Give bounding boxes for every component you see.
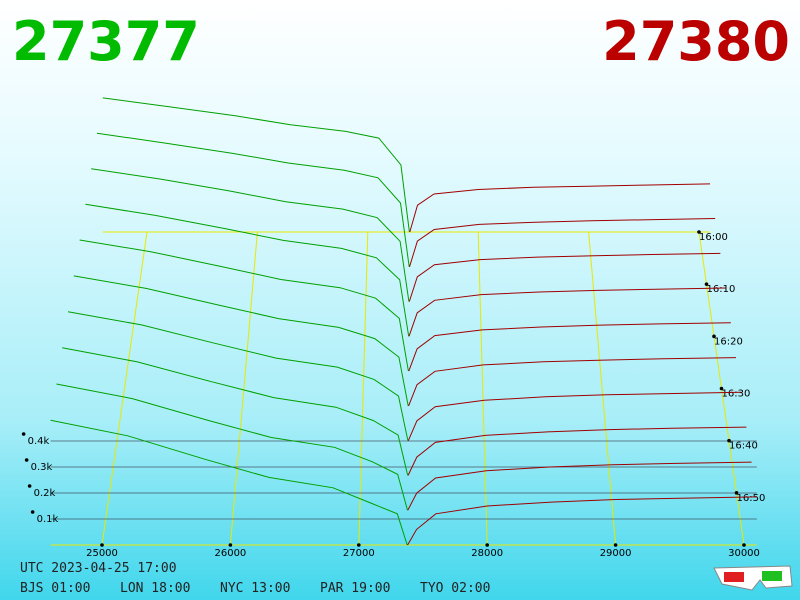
bid-depth-line (102, 97, 410, 233)
ask-depth-line (408, 357, 737, 407)
ask-depth-line (407, 496, 757, 546)
x-tick-dot (613, 543, 618, 547)
glasses-icon (713, 565, 793, 591)
time-tick-dot (712, 334, 716, 339)
ask-depth-line (409, 183, 711, 233)
bid-depth-line (67, 311, 409, 441)
time-tick-dot (734, 491, 739, 495)
y-tick-label: 0.3k (31, 462, 53, 473)
y-tick-label: 0.4k (28, 436, 50, 447)
time-tick-dot (727, 438, 731, 443)
y-tick-label: 0.2k (34, 488, 56, 499)
y-tick-dot (21, 432, 26, 436)
bid-depth-line (50, 419, 408, 546)
time-tick-label: 16:40 (729, 441, 758, 452)
utc-time: UTC 2023-04-25 17:00 (20, 561, 177, 576)
bid-depth-line (73, 275, 409, 406)
y-tick-dot (24, 458, 29, 462)
ask-depth-line (409, 218, 716, 267)
ask-depth-line (407, 391, 742, 441)
x-tick-dot (228, 543, 233, 547)
time-tick-dot (704, 282, 709, 286)
time-tick-label: 16:10 (707, 284, 736, 295)
time-tick-label: 16:50 (737, 493, 766, 504)
time-tick-label: 16:20 (714, 336, 743, 347)
bid-depth-line (91, 168, 410, 302)
x-tick-label: 25000 (86, 548, 118, 559)
x-tick-label: 27000 (343, 548, 375, 559)
x-tick-label: 26000 (214, 548, 246, 559)
bid-depth-line (62, 347, 409, 476)
zone-time: PAR 19:00 (320, 581, 390, 596)
time-tick-label: 16:30 (722, 389, 751, 400)
time-tick-dot (719, 386, 724, 391)
x-tick-label: 30000 (728, 548, 760, 559)
y-tick-dot (30, 510, 35, 514)
bid-depth-line (96, 132, 410, 267)
bid-depth-line (56, 383, 408, 511)
ask-depth-line (407, 426, 747, 476)
zone-time: TYO 02:00 (420, 581, 490, 596)
x-tick-label: 28000 (471, 548, 503, 559)
x-tick-dot (100, 543, 104, 547)
ask-price: 27380 (602, 10, 790, 73)
zone-time: BJS 01:00 (20, 581, 90, 596)
y-tick-dot (27, 484, 32, 488)
zone-time: LON 18:00 (120, 581, 190, 596)
zone-time: NYC 13:00 (220, 581, 290, 596)
time-tick-dot (697, 230, 701, 234)
x-tick-label: 29000 (600, 548, 632, 559)
ask-depth-line (408, 322, 731, 372)
x-tick-dot (742, 543, 746, 547)
plot: 25000 26000 27000 28000 29000 30000 0.1k 0.2k 0.… (21, 97, 766, 559)
ask-depth-line (407, 461, 752, 511)
bid-depth-line (79, 239, 409, 372)
y-tick-label: 0.1k (37, 514, 59, 525)
time-tick-label: 16:00 (699, 232, 728, 243)
bid-depth-line (85, 203, 410, 337)
x-tick-dot (357, 543, 361, 547)
ask-depth-line (408, 287, 726, 337)
x-tick-dot (485, 543, 490, 547)
ask-depth-line (408, 252, 721, 302)
bid-price: 27377 (12, 10, 200, 73)
